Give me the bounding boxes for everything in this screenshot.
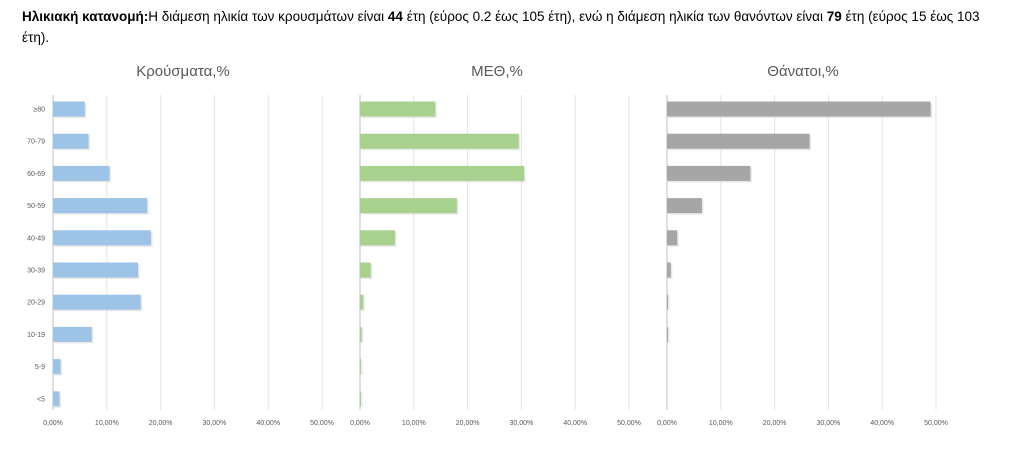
bar <box>53 294 141 310</box>
bar <box>360 230 395 246</box>
category-label: 60-69 <box>27 171 45 178</box>
category-label: 70-79 <box>27 139 45 146</box>
bar-shadow <box>361 360 363 376</box>
bar <box>667 133 810 149</box>
bar <box>53 230 151 246</box>
bar <box>667 326 669 342</box>
x-tick-label: 30,00% <box>510 420 534 427</box>
bar-shadow <box>668 296 670 312</box>
x-tick-label: 40,00% <box>870 420 894 427</box>
bar <box>667 101 931 117</box>
deaths-median: 79 <box>826 9 842 24</box>
bar <box>53 198 148 214</box>
bar <box>360 391 362 407</box>
x-tick-label: 20,00% <box>763 420 787 427</box>
bar-shadow <box>361 328 364 344</box>
intro-text-3: έτη (εύρος 15 έως 103 έτη). <box>22 9 980 45</box>
chart-title: ΜΕΘ,% <box>471 63 523 80</box>
x-tick-label: 0,00% <box>43 420 63 427</box>
bar <box>53 133 89 149</box>
x-tick-label: 20,00% <box>456 420 480 427</box>
bar <box>667 294 669 310</box>
category-label: ≥80 <box>33 107 45 114</box>
intro-text-1: Η διάμεση ηλικία των κρουσμάτων είναι <box>148 9 388 24</box>
x-tick-label: 0,00% <box>350 420 370 427</box>
bar <box>667 230 678 246</box>
x-tick-label: 50,00% <box>924 420 948 427</box>
x-tick-label: 10,00% <box>402 420 426 427</box>
bar <box>53 165 110 181</box>
category-label: 50-59 <box>27 203 45 210</box>
bar <box>360 198 457 214</box>
x-tick-label: 10,00% <box>709 420 733 427</box>
chart-title: Θάνατοι,% <box>767 63 838 80</box>
bar <box>53 262 139 278</box>
bar <box>667 165 751 181</box>
category-label: 5-9 <box>35 364 45 371</box>
chart-title: Κρούσματα,% <box>136 63 230 80</box>
bar <box>667 198 702 214</box>
bar <box>53 391 60 407</box>
bar <box>360 165 525 181</box>
bar <box>360 359 362 375</box>
intro-bold-label: Ηλικιακή κατανομή <box>22 9 144 24</box>
bar <box>360 101 436 117</box>
intro-paragraph: Ηλικιακή κατανομή:Η διάμεση ηλικία των κ… <box>22 9 980 45</box>
category-label: 40-49 <box>27 235 45 242</box>
x-tick-label: 40,00% <box>563 420 587 427</box>
bar <box>360 294 364 310</box>
category-label: 30-39 <box>27 268 45 275</box>
bar <box>53 101 85 117</box>
bar-shadow <box>361 392 363 408</box>
x-tick-label: 30,00% <box>203 420 227 427</box>
bar <box>360 133 519 149</box>
category-label: <5 <box>37 396 45 403</box>
bar <box>53 359 61 375</box>
x-tick-label: 0,00% <box>657 420 677 427</box>
cases-median: 44 <box>387 9 403 24</box>
x-tick-label: 10,00% <box>95 420 119 427</box>
bar <box>53 326 92 342</box>
bar <box>360 262 371 278</box>
x-tick-label: 40,00% <box>256 420 280 427</box>
bar-shadow <box>668 328 670 344</box>
x-tick-label: 30,00% <box>817 420 841 427</box>
bar <box>360 326 362 342</box>
x-tick-label: 50,00% <box>617 420 641 427</box>
intro-text-2: έτη (εύρος 0.2 έως 105 έτη), ενώ η διάμε… <box>402 9 827 24</box>
x-tick-label: 20,00% <box>149 420 173 427</box>
category-label: 10-19 <box>27 332 45 339</box>
bar <box>667 262 671 278</box>
x-tick-label: 50,00% <box>310 420 334 427</box>
category-label: 20-29 <box>27 300 45 307</box>
